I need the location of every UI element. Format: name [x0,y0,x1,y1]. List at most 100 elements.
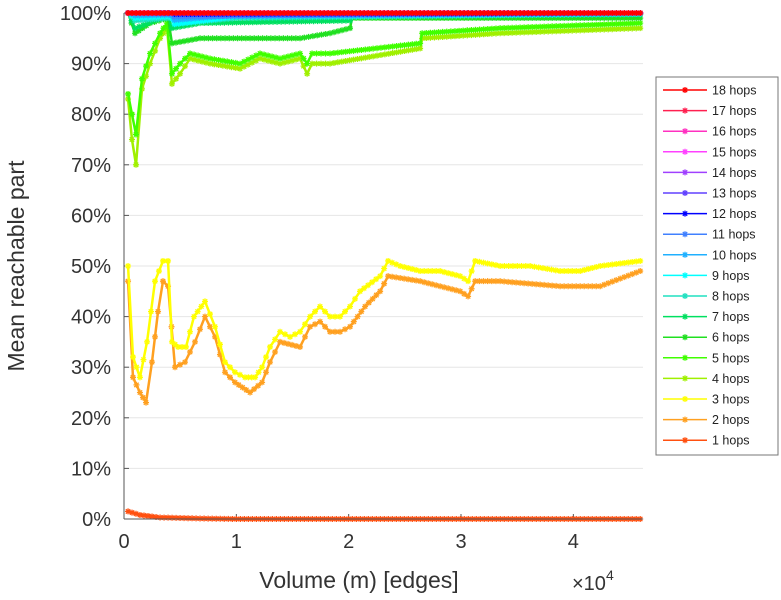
data-point-marker [194,308,201,315]
data-point-marker [464,32,471,39]
data-point-marker [313,10,320,16]
data-point-marker [365,10,372,16]
data-point-marker [569,27,576,34]
data-point-marker [237,10,244,16]
data-point-marker [529,24,536,31]
data-point-marker [197,35,204,42]
data-point-marker [493,10,500,16]
data-point-marker [302,18,309,25]
data-point-marker [191,51,198,58]
data-point-marker [521,10,528,16]
legend-item: 6 hops [663,331,750,345]
data-point-marker [128,17,135,24]
data-point-marker [203,54,210,61]
data-point-marker [537,10,544,16]
data-point-marker [605,15,612,22]
data-point-marker [211,61,218,68]
data-point-marker [537,15,544,22]
data-point-marker [441,284,448,291]
data-point-marker [501,263,508,269]
y-tick-label: 30% [71,357,111,379]
data-point-marker [152,333,159,340]
data-point-marker [298,18,305,25]
data-point-marker [469,10,476,16]
data-point-marker [211,323,218,330]
data-point-marker [183,19,190,26]
data-point-marker [517,279,524,286]
data-point-marker [593,10,600,16]
data-point-marker [476,26,483,33]
data-point-marker [133,161,140,168]
data-point-marker [221,10,228,16]
data-point-marker [625,259,632,266]
data-point-marker [263,35,270,42]
data-point-marker [373,276,380,283]
data-point-marker [137,10,144,16]
data-point-marker [369,295,376,302]
data-point-marker [373,10,380,16]
data-point-marker [633,15,640,22]
legend-marker-icon [682,272,688,279]
data-point-marker [441,10,448,16]
data-point-marker [189,10,196,16]
data-point-marker [533,23,540,30]
data-point-marker [177,60,184,67]
data-point-marker [409,41,416,48]
data-point-marker [421,279,428,286]
data-point-marker [153,513,160,520]
data-point-marker [541,23,548,30]
data-point-marker [354,47,361,54]
data-point-marker [277,328,284,335]
data-point-marker [633,269,640,276]
data-point-marker [217,10,224,16]
data-point-marker [172,341,179,348]
data-point-marker [629,20,636,27]
data-point-marker [181,23,188,30]
data-point-marker [245,10,252,16]
data-point-marker [253,52,260,59]
data-point-marker [215,62,222,69]
data-point-marker [465,293,472,300]
data-point-marker [553,15,560,22]
data-point-marker [229,19,236,26]
data-point-marker [485,10,492,16]
data-point-marker [581,15,588,22]
data-point-marker [307,313,314,320]
data-point-marker [427,34,434,41]
data-point-marker [265,52,272,59]
data-point-marker [539,265,546,272]
y-axis-label: Mean reachable part [3,160,29,372]
data-point-marker [549,23,556,30]
data-point-marker [541,281,548,288]
data-point-marker [484,25,491,32]
data-point-marker [310,18,317,25]
data-point-marker [397,275,404,282]
data-point-marker [327,328,334,335]
data-point-marker [136,389,143,396]
data-point-marker [253,19,260,26]
data-point-marker [232,64,239,71]
data-point-marker [301,34,308,41]
series-1-hops [125,508,644,522]
data-point-marker [405,10,412,16]
data-point-marker [573,27,580,34]
data-point-marker [132,25,139,32]
data-point-marker [385,10,392,16]
data-point-marker [366,54,373,60]
data-point-marker [226,364,233,371]
data-point-marker [569,22,576,29]
data-point-marker [176,38,183,45]
data-point-marker [217,35,224,42]
data-point-marker [472,257,479,264]
data-point-marker [213,10,220,16]
data-point-marker [251,35,258,42]
data-point-marker [173,514,180,521]
legend-marker-icon [682,128,688,135]
data-point-marker [517,10,524,16]
data-point-marker [477,10,484,16]
data-point-marker [211,56,218,63]
data-point-marker [144,512,151,519]
data-point-marker [297,10,304,16]
data-point-marker [431,34,438,41]
data-point-marker [155,308,162,315]
